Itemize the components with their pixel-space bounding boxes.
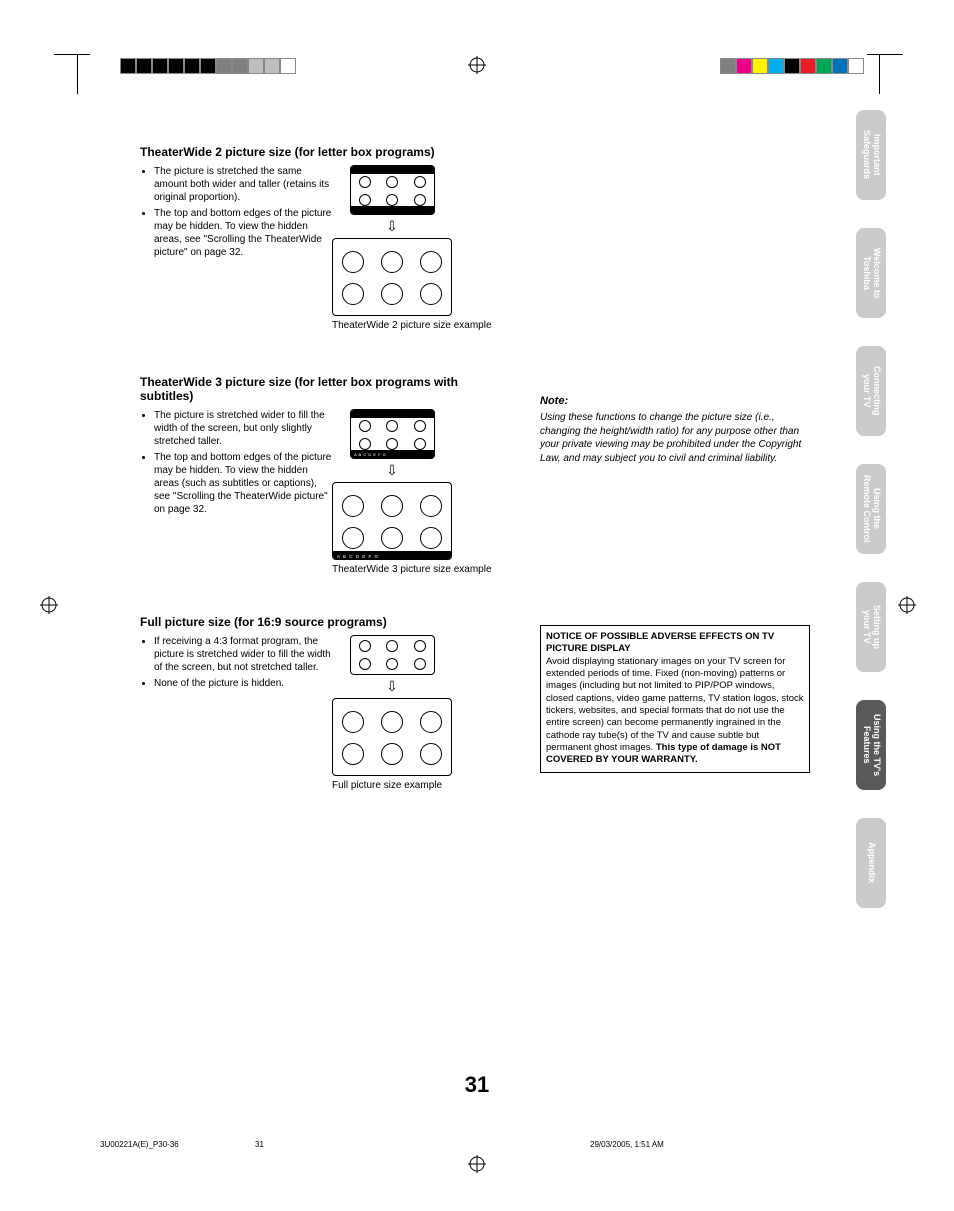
figure-tw3-before: A B C D E F G bbox=[350, 409, 435, 459]
footer-date: 29/03/2005, 1:51 AM bbox=[590, 1140, 664, 1149]
figure-full-after bbox=[332, 698, 452, 776]
section-theaterwide2: TheaterWide 2 picture size (for letter b… bbox=[140, 145, 840, 365]
note-heading: Note: bbox=[540, 395, 810, 407]
chapter-tab: Using the TV'sFeatures bbox=[856, 700, 886, 790]
chapter-tab: Setting upyour TV bbox=[856, 582, 886, 672]
notice-box: NOTICE OF POSSIBLE ADVERSE EFFECTS ON TV… bbox=[540, 625, 810, 773]
bullets-full: If receiving a 4:3 format program, the p… bbox=[140, 635, 335, 791]
page-content: TheaterWide 2 picture size (for letter b… bbox=[140, 145, 840, 825]
registration-mark-left bbox=[40, 596, 58, 614]
color-bar-right bbox=[720, 58, 864, 74]
figure-tw3-after: A B C D E F G bbox=[332, 482, 452, 560]
chapter-tab: Using theRemote Control bbox=[856, 464, 886, 554]
note-block: Note: Using these functions to change th… bbox=[540, 395, 810, 465]
figure-tw2-after bbox=[332, 238, 452, 316]
chapter-tab: Welcome toToshiba bbox=[856, 228, 886, 318]
caption-full: Full picture size example bbox=[332, 780, 452, 791]
notice-title: NOTICE OF POSSIBLE ADVERSE EFFECTS ON TV… bbox=[546, 631, 774, 654]
bullets-tw2: The picture is stretched the same amount… bbox=[140, 165, 335, 331]
heading-tw2: TheaterWide 2 picture size (for letter b… bbox=[140, 145, 840, 159]
caption-tw3: TheaterWide 3 picture size example bbox=[332, 564, 492, 575]
arrow-down-icon: ⇩ bbox=[332, 678, 452, 695]
registration-mark-top bbox=[468, 56, 486, 74]
registration-mark-right bbox=[898, 596, 916, 614]
arrow-down-icon: ⇩ bbox=[332, 462, 452, 479]
page-number: 31 bbox=[0, 1072, 954, 1098]
heading-tw3: TheaterWide 3 picture size (for letter b… bbox=[140, 375, 490, 403]
bullets-tw3: The picture is stretched wider to fill t… bbox=[140, 409, 335, 575]
chapter-tab: Appendix bbox=[856, 818, 886, 908]
arrow-down-icon: ⇩ bbox=[332, 218, 452, 235]
footer-page: 31 bbox=[255, 1140, 264, 1149]
notice-body: Avoid displaying stationary images on yo… bbox=[546, 656, 804, 753]
note-body: Using these functions to change the pict… bbox=[540, 411, 810, 465]
chapter-tab: ImportantSafeguards bbox=[856, 110, 886, 200]
figure-tw2-before bbox=[350, 165, 435, 215]
figure-full-before bbox=[350, 635, 435, 675]
registration-mark-bottom bbox=[468, 1155, 486, 1173]
chapter-tab: Connectingyour TV bbox=[856, 346, 886, 436]
chapter-tabs: ImportantSafeguards Welcome toToshiba Conn… bbox=[856, 110, 886, 936]
caption-tw2: TheaterWide 2 picture size example bbox=[332, 320, 492, 331]
color-bar-left bbox=[120, 58, 296, 74]
footer-file: 3U00221A(E)_P30-36 bbox=[100, 1140, 179, 1149]
